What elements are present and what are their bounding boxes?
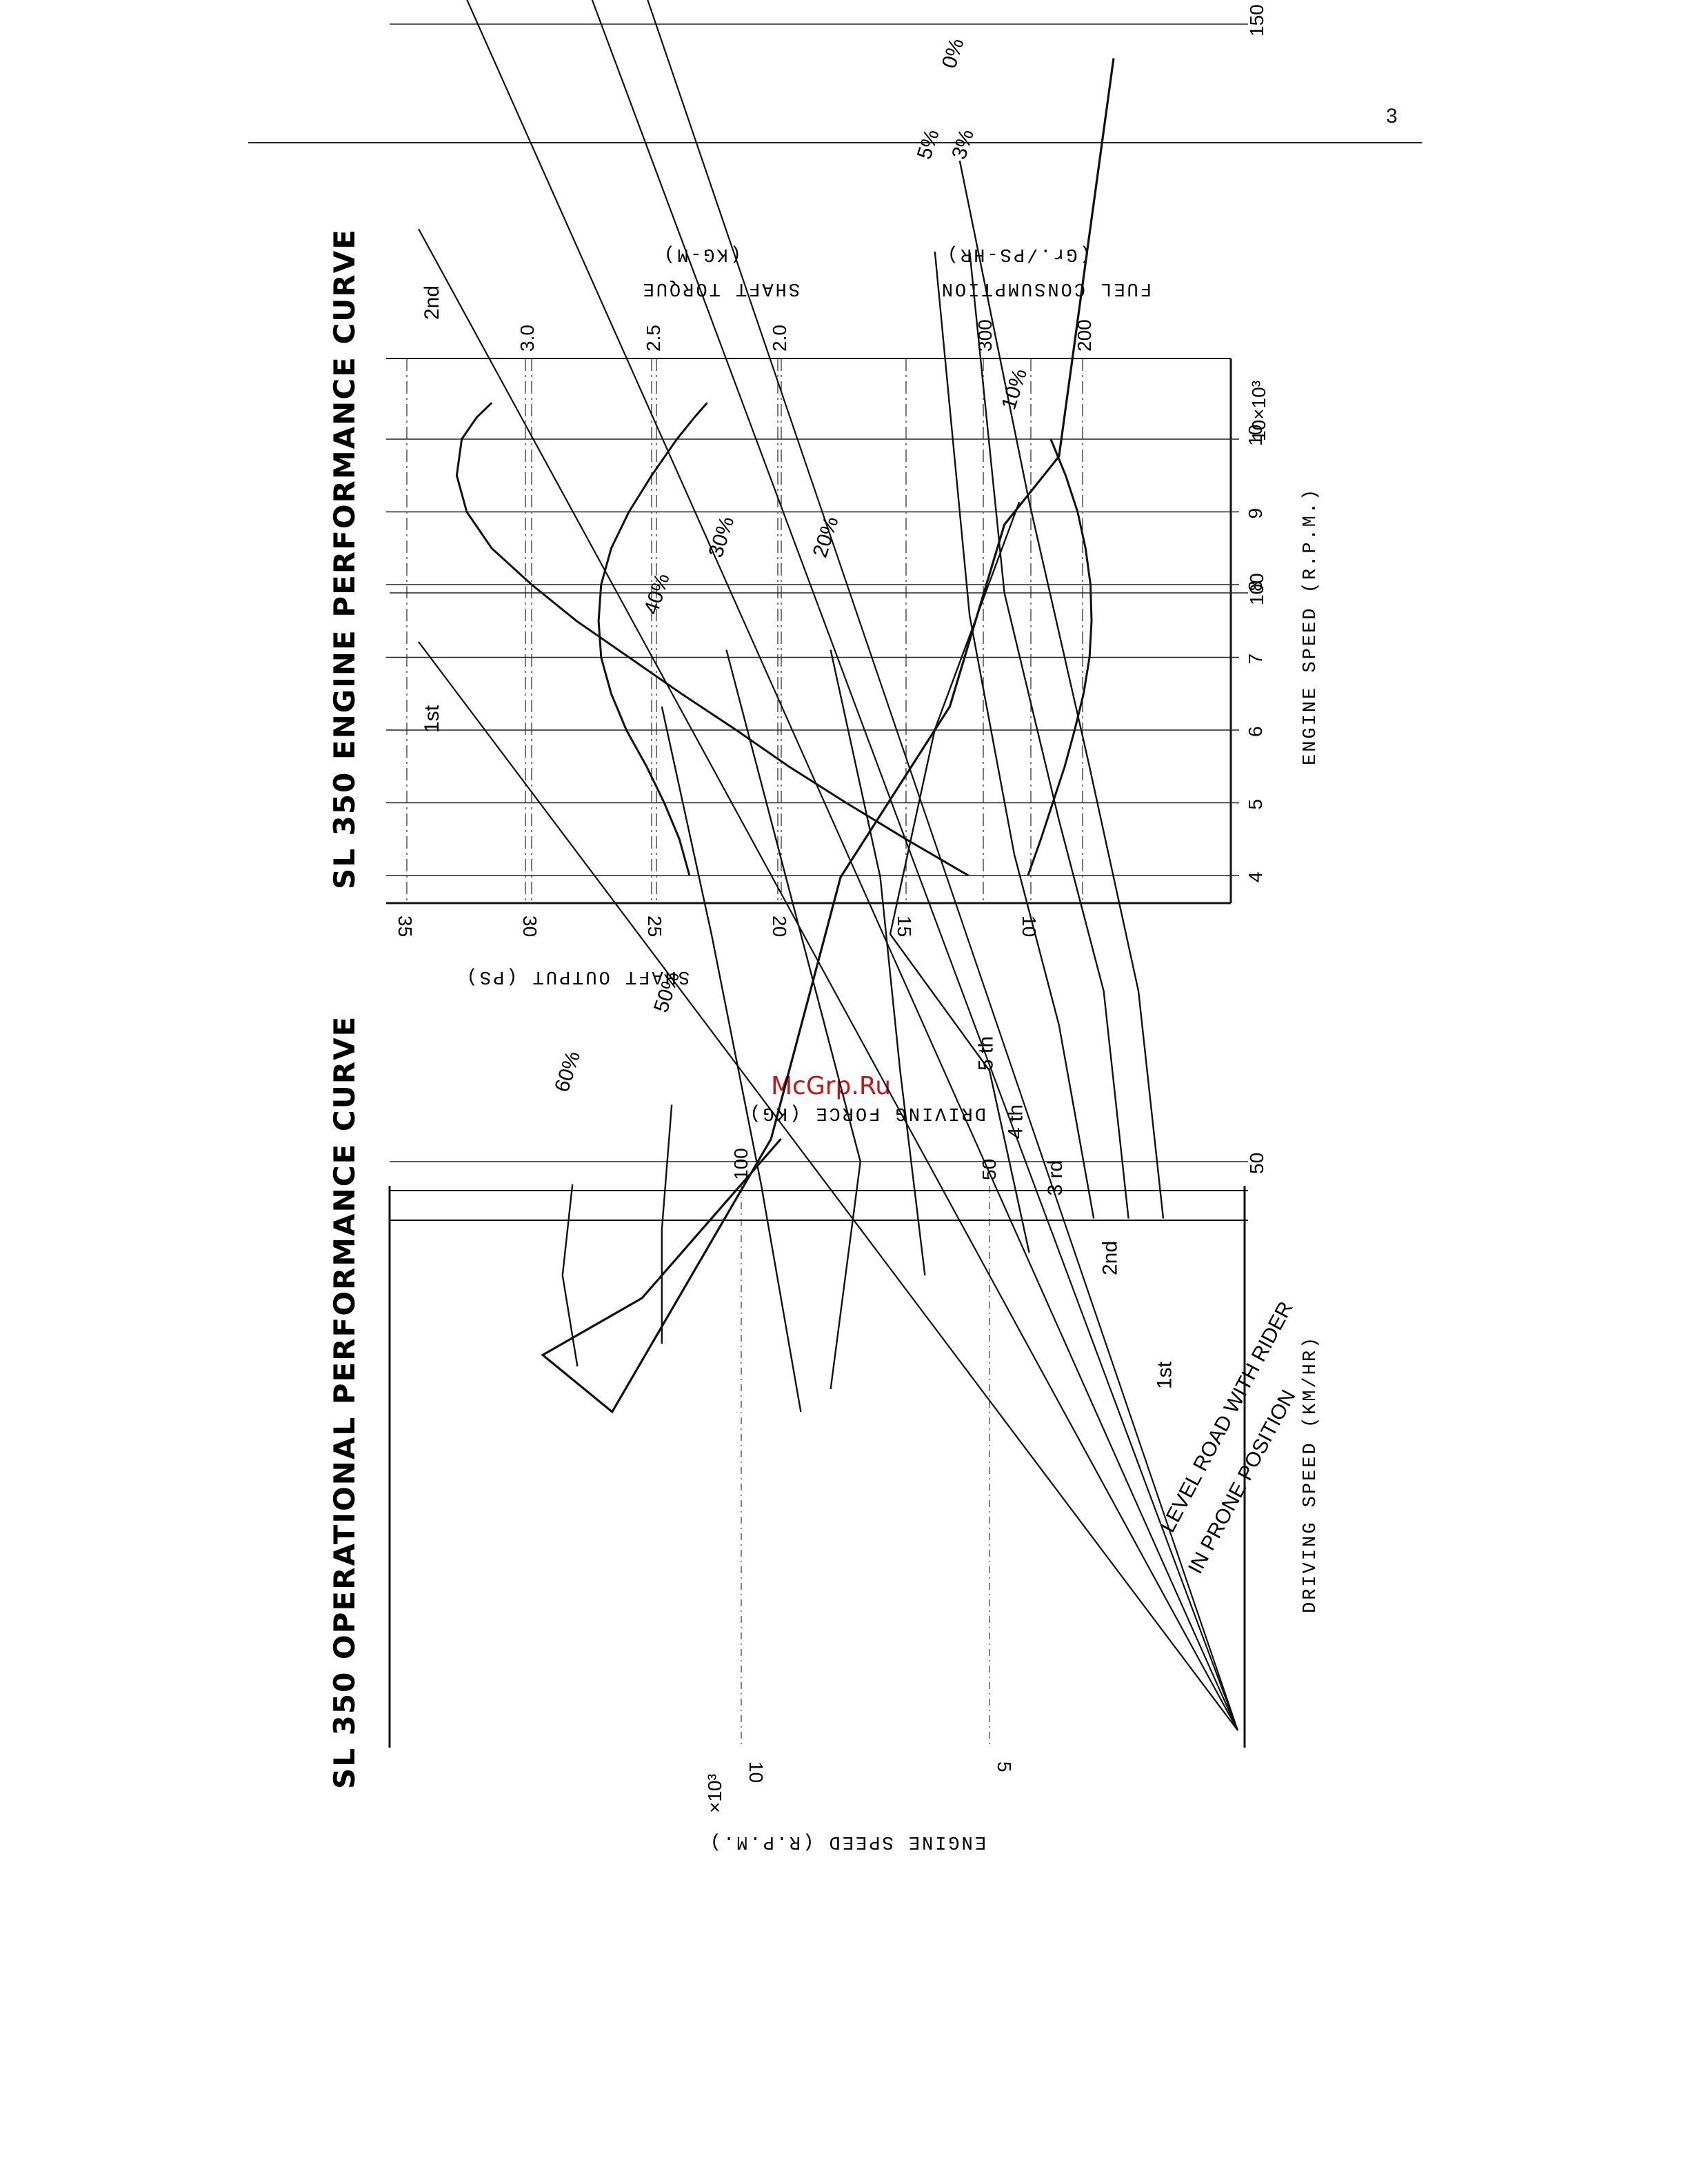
grade-curve bbox=[958, 160, 1165, 1219]
operational-chart-frame bbox=[388, 1186, 1248, 1748]
grade-label: 3% bbox=[947, 127, 978, 162]
output-tick-label: 20 bbox=[769, 916, 790, 937]
gear-label-low: 3 rd bbox=[1044, 1160, 1067, 1196]
gear-label-low: 5 th bbox=[974, 1036, 997, 1071]
torque-axis-label: SHAFT TORQUE bbox=[641, 278, 800, 299]
operational-xlabel: DRIVING SPEED (KM/HR) bbox=[1300, 1335, 1321, 1613]
grade-curve bbox=[661, 1104, 673, 1344]
power-envelope-curve bbox=[541, 58, 1115, 1414]
operational-performance-chart: SL 350 OPERATIONAL PERFORMANCE CURVE 50 1… bbox=[328, 0, 1321, 1852]
grade-curve bbox=[561, 1184, 579, 1367]
grade-label: 20% bbox=[809, 514, 843, 560]
output-axis-label: SHAFT OUTPUT (PS) bbox=[465, 966, 690, 987]
output-curve bbox=[455, 402, 969, 877]
fuel_consumption-curve bbox=[1027, 438, 1093, 876]
operational-chart-lines bbox=[390, 0, 1248, 1748]
torque-tick-label: 3.0 bbox=[516, 325, 538, 352]
operational-ylabel: ENGINE SPEED (R.P.M.) bbox=[708, 1831, 986, 1852]
grade-curve bbox=[969, 251, 1129, 1219]
rpm-tick-label: 10 bbox=[1245, 425, 1266, 446]
grade-label: 5% bbox=[913, 127, 944, 162]
engine-chart-grid bbox=[386, 358, 1239, 903]
rpm-tick-label: 6 bbox=[1245, 726, 1266, 737]
force-tick-label: 50 bbox=[978, 1159, 1000, 1180]
grade-curve bbox=[725, 649, 862, 1390]
rpm-tick-label: 7 bbox=[1245, 654, 1266, 665]
grade-curve bbox=[830, 649, 926, 1276]
rpm-tick-label: 5 bbox=[1245, 799, 1266, 810]
fuel-axis-label: FUEL CONSUMPTION bbox=[940, 278, 1152, 299]
watermark-text: McGrp.Ru bbox=[771, 1072, 892, 1100]
grade-curve bbox=[661, 706, 802, 1413]
grade-label: 30% bbox=[704, 514, 738, 560]
grade-label: 40% bbox=[640, 571, 674, 617]
rpm-tick-label: 9 bbox=[1245, 508, 1266, 519]
gear-label-top: 1st bbox=[421, 705, 443, 733]
gear-line-3rd bbox=[466, 0, 1239, 1731]
torque-axis-unit: (KG-M) bbox=[662, 243, 741, 264]
fuel-axis-unit: (Gr./PS-HR) bbox=[945, 243, 1091, 264]
torque-tick-label: 2.5 bbox=[643, 325, 664, 352]
output-tick-label: 15 bbox=[894, 916, 915, 937]
torque-tick-label: 2.0 bbox=[769, 325, 790, 352]
speed-tick-label: 50 bbox=[1246, 1153, 1267, 1174]
operational-chart-title: SL 350 OPERATIONAL PERFORMANCE CURVE bbox=[328, 1015, 361, 1789]
engine-xlabel: ENGINE SPEED (R.P.M.) bbox=[1300, 487, 1321, 765]
gear-label-top: 2nd bbox=[421, 285, 443, 320]
gear-line-5th bbox=[647, 0, 1239, 1731]
rpm-tick-label: 4 bbox=[1245, 871, 1266, 882]
speed-tick-label: 150 bbox=[1246, 4, 1267, 37]
engine-chart-frame bbox=[386, 358, 1232, 904]
gear-line-2nd bbox=[418, 228, 1238, 1731]
gear-label-low: 4 th bbox=[1005, 1104, 1027, 1139]
torque-curve bbox=[597, 402, 708, 876]
page-number: 3 bbox=[1386, 105, 1398, 128]
output-tick-label: 10 bbox=[1018, 916, 1040, 937]
operational-y-unit: ×10³ bbox=[704, 1774, 725, 1813]
gear-line-4th bbox=[591, 0, 1239, 1731]
rpm-tick-label: 10 bbox=[745, 1761, 767, 1783]
output-tick-label: 25 bbox=[644, 916, 665, 937]
gear-label-low: 2nd bbox=[1098, 1241, 1121, 1275]
rpm-tick-label: 5 bbox=[994, 1761, 1015, 1772]
grade-curve bbox=[889, 501, 1030, 1253]
grade-label: 0% bbox=[938, 36, 969, 71]
speed-tick-label: 100 bbox=[1246, 573, 1267, 605]
engine-performance-chart: SL 350 ENGINE PERFORMANCE CURVE 4 5 6 7 8 9 10… bbox=[328, 228, 1321, 987]
grade-label: 60% bbox=[550, 1049, 585, 1095]
engine-chart-title: SL 350 ENGINE PERFORMANCE CURVE bbox=[328, 228, 361, 889]
engine-x-unit: 10×10³ bbox=[1248, 381, 1269, 441]
force-tick-label: 100 bbox=[730, 1148, 752, 1180]
grade-curve bbox=[934, 251, 1095, 1219]
rpm-tick-label: 8 bbox=[1245, 580, 1266, 592]
output-tick-label: 30 bbox=[519, 916, 541, 937]
output-tick-label: 35 bbox=[394, 916, 416, 937]
gear-label-low: 1st bbox=[1154, 1361, 1176, 1389]
force-axis-label: DRIVING FORCE (KG) bbox=[747, 1102, 986, 1123]
gear-line-1st bbox=[418, 641, 1238, 1731]
operational-chart-ticks: 50 100 150 5 10 100 50 bbox=[730, 4, 1267, 1783]
